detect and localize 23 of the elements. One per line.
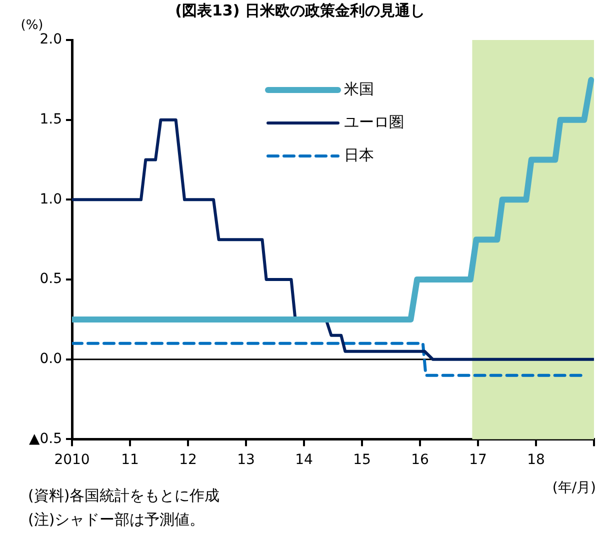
x-tick-label: 2010	[54, 452, 90, 468]
x-tick-label: 18	[527, 452, 545, 468]
text: (資料)各国統計をもとに作成	[28, 486, 220, 505]
legend-label: 米国	[344, 80, 374, 98]
y-tick-label: 0.0	[40, 351, 62, 367]
y-axis-title: (%)	[20, 18, 44, 33]
text: (注)シャドー部は予測値。	[28, 510, 205, 529]
x-tick-label: 14	[295, 452, 313, 468]
y-tick-label: 2.0	[40, 32, 62, 48]
y-tick-label: 0.5	[40, 271, 62, 288]
y-tick-label: 1.5	[40, 111, 62, 128]
x-tick-label: 17	[469, 452, 487, 468]
legend-label: 日本	[344, 146, 374, 164]
x-tick-label: 15	[353, 452, 371, 468]
x-axis-title: (年/月)	[552, 480, 596, 496]
chart-title: (図表13) 日米欧の政策金利の見通し	[175, 1, 425, 20]
x-tick-label: 16	[411, 452, 429, 468]
x-tick-label: 12	[179, 452, 197, 468]
legend-label: ユーロ圏	[344, 112, 404, 131]
y-tick-label: ▲0.5	[28, 430, 62, 447]
x-tick-label: 11	[121, 452, 139, 468]
y-tick-label: 1.0	[40, 191, 62, 208]
x-tick-label: 13	[237, 452, 255, 468]
